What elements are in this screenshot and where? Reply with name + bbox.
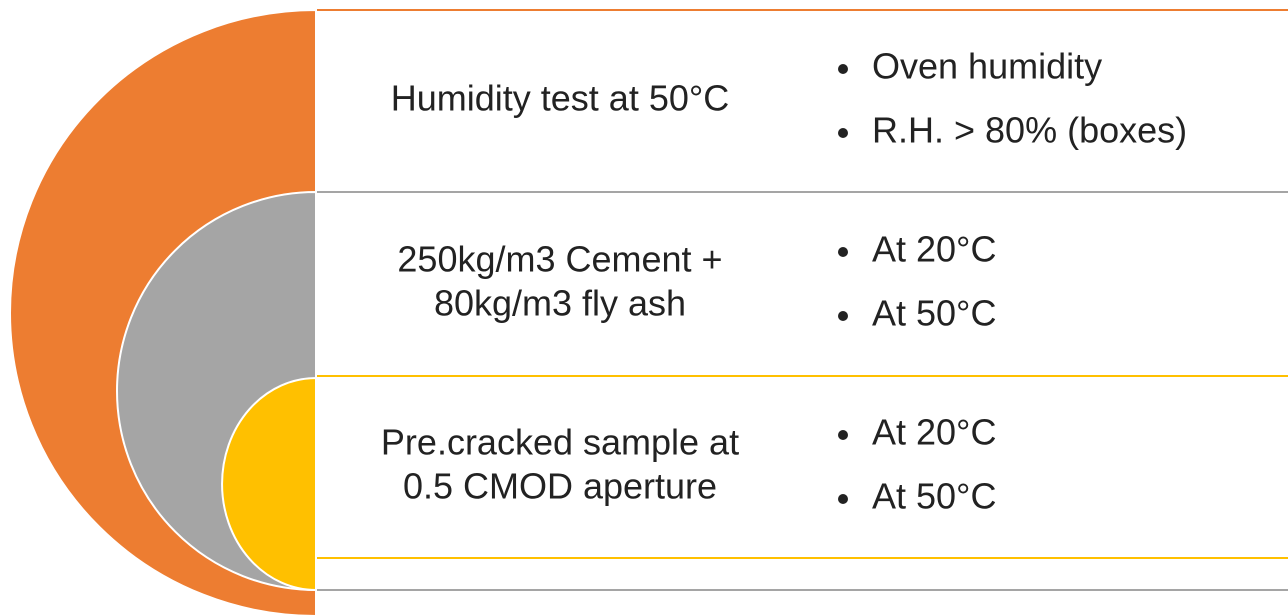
bullet-text: At 50°C [872,293,996,334]
bullet-dot [838,64,848,74]
row-label: 0.5 CMOD aperture [403,466,717,507]
bullet-text: R.H. > 80% (boxes) [872,110,1187,151]
row-label: 250kg/m3 Cement + [397,239,722,280]
row-label: Pre.cracked sample at [381,422,739,463]
content: Humidity test at 50°C Oven humidity R.H. >… [381,46,1187,517]
row-label: Humidity test at 50°C [391,78,730,119]
bullet-text: At 50°C [872,476,996,517]
row-box [315,9,1288,193]
bullet-text: At 20°C [872,412,996,453]
row-box [315,191,1288,377]
bullet-text: Oven humidity [872,46,1102,87]
bullet-dot [838,247,848,257]
bullet-dot [838,311,848,321]
bullet-dot [838,430,848,440]
row-label: 80kg/m3 fly ash [434,283,686,324]
bullet-dot [838,494,848,504]
bullet-dot [838,128,848,138]
inner-arc [221,376,317,592]
bullet-text: At 20°C [872,229,996,270]
